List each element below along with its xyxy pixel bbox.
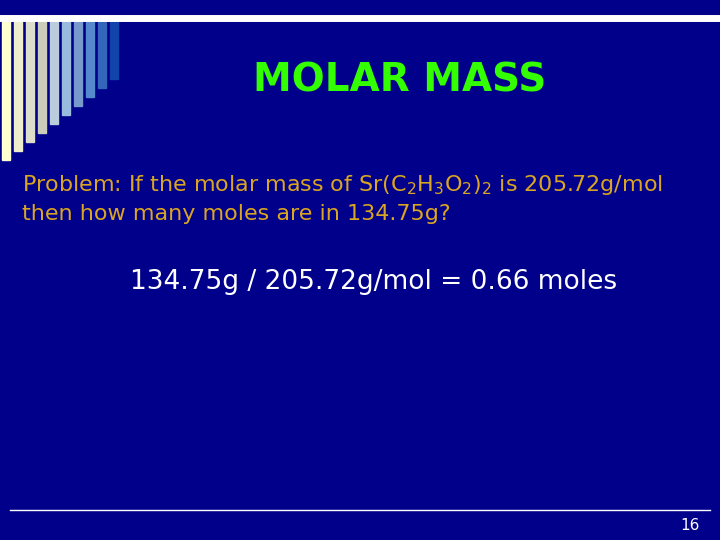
Polygon shape xyxy=(26,21,34,142)
Polygon shape xyxy=(62,21,70,115)
Polygon shape xyxy=(2,21,10,160)
Polygon shape xyxy=(98,21,106,88)
Text: then how many moles are in 134.75g?: then how many moles are in 134.75g? xyxy=(22,204,451,224)
Text: MOLAR MASS: MOLAR MASS xyxy=(253,61,546,99)
Text: 134.75g / 205.72g/mol = 0.66 moles: 134.75g / 205.72g/mol = 0.66 moles xyxy=(130,269,617,295)
Polygon shape xyxy=(50,21,58,124)
Text: Problem: If the molar mass of Sr(C$_2$H$_3$O$_2$)$_2$ is 205.72g/mol: Problem: If the molar mass of Sr(C$_2$H$… xyxy=(22,173,663,197)
Polygon shape xyxy=(110,21,118,79)
Text: 16: 16 xyxy=(680,518,700,534)
Polygon shape xyxy=(74,21,82,106)
Polygon shape xyxy=(86,21,94,97)
Polygon shape xyxy=(38,21,46,133)
Polygon shape xyxy=(14,21,22,151)
